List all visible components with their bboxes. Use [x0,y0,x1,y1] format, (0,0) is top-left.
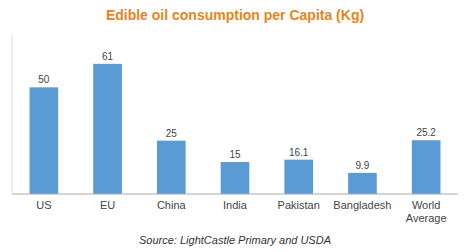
x-tick-label: WorldAverage [406,199,447,224]
bar [30,87,59,194]
bars [30,64,441,194]
x-tick-label: Pakistan [278,199,320,211]
data-label: 61 [102,51,114,62]
source-annotation: Source: LightCastle Primary and USDA [139,234,331,246]
x-tick-label: EU [100,199,115,211]
chart-container: 50 61 25 15 16.1 9.9 25.2 US EU China India Pakista… [0,0,470,252]
x-axis-line [12,194,458,195]
bar [93,64,122,194]
x-tick-labels: US EU China India Pakistan Bangladesh WorldAve… [36,199,446,224]
x-tick-label: India [223,199,248,211]
x-tick-label: Bangladesh [333,199,391,211]
x-tick-label: US [36,199,51,211]
y-axis-line [12,34,13,194]
data-label: 25.2 [416,127,436,138]
bar [221,162,250,194]
data-labels: 50 61 25 15 16.1 9.9 25.2 [38,51,436,171]
data-label: 25 [166,128,178,139]
bar [412,140,441,194]
data-label: 9.9 [355,160,369,171]
bar [157,141,186,194]
data-label: 16.1 [289,147,309,158]
title: Edible oil consumption per Capita (Kg) [106,7,364,23]
data-label: 15 [229,149,241,160]
bar [284,160,313,194]
data-label: 50 [38,74,50,85]
bar [348,173,377,194]
x-tick-label: China [157,199,187,211]
chart-svg: 50 61 25 15 16.1 9.9 25.2 US EU China India Pakista… [0,0,470,252]
